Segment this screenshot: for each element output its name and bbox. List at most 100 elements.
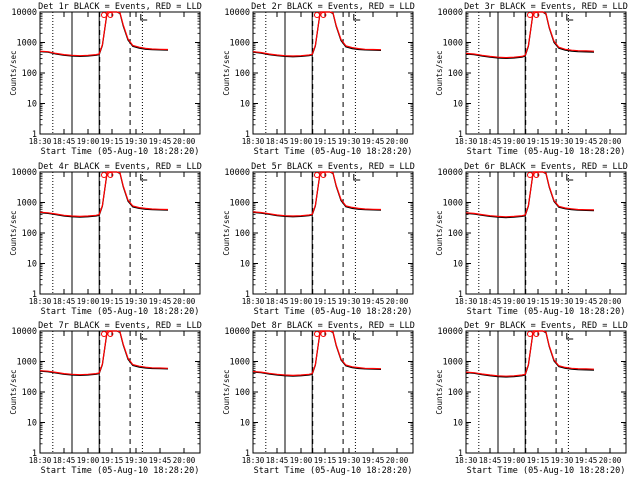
saturation-marker — [101, 12, 107, 18]
y-tick-label: 100 — [22, 69, 37, 79]
x-tick-label: 19:15 — [101, 297, 124, 306]
y-tick-label: 10 — [453, 419, 463, 429]
y-axis-label: Counts/sec — [9, 369, 18, 414]
x-tick-label: 19:30 — [551, 456, 574, 465]
corner-bracket — [140, 14, 148, 21]
x-tick-label: 20:00 — [386, 297, 409, 306]
panel-5: Det 5r BLACK = Events, RED = LLD 1 10 100 10… — [222, 162, 415, 317]
saturation-marker — [101, 331, 107, 337]
y-tick-label: 1 — [245, 290, 250, 300]
x-tick-label: 19:15 — [527, 456, 550, 465]
y-tick-label: 100 — [235, 69, 250, 79]
corner-bracket — [140, 333, 148, 340]
x-tick-label: 18:30 — [29, 456, 52, 465]
x-tick-label: 18:45 — [53, 297, 76, 306]
saturation-marker — [527, 12, 533, 18]
saturation-marker — [527, 331, 533, 337]
y-tick-label: 1 — [458, 130, 463, 140]
y-tick-label: 10 — [240, 100, 250, 110]
y-tick-label: 10000 — [11, 327, 37, 337]
x-tick-label: 19:00 — [77, 297, 100, 306]
corner-bracket — [566, 333, 574, 340]
y-tick-label: 100 — [235, 229, 250, 239]
x-tick-label: 19:45 — [362, 137, 385, 146]
x-tick-label: 18:30 — [242, 456, 265, 465]
plot-frame — [252, 171, 414, 295]
x-axis-label: Start Time (05-Aug-10 18:28:20) — [41, 307, 200, 317]
series-line-lld — [465, 330, 595, 377]
series-line-lld — [465, 171, 595, 218]
corner-bracket — [353, 174, 361, 181]
x-axis-label: Start Time (05-Aug-10 18:28:20) — [467, 307, 626, 317]
x-tick-label: 19:00 — [503, 137, 526, 146]
corner-bracket — [566, 174, 574, 181]
x-tick-label: 19:00 — [503, 456, 526, 465]
saturation-marker — [527, 172, 533, 178]
panel-3: Det 3r BLACK = Events, RED = LLD 1 10 100 10… — [435, 2, 628, 157]
x-axis-label: Start Time (05-Aug-10 18:28:20) — [467, 147, 626, 157]
panel-title: Det 9r BLACK = Events, RED = LLD — [464, 321, 628, 331]
saturation-marker — [314, 12, 320, 18]
series-line-lld — [39, 330, 169, 376]
plot-frame — [252, 330, 414, 454]
x-tick-label: 20:00 — [173, 297, 196, 306]
saturation-marker — [320, 172, 327, 178]
x-tick-label: 18:45 — [266, 297, 289, 306]
y-tick-label: 10 — [240, 260, 250, 270]
x-axis-label: Start Time (05-Aug-10 18:28:20) — [254, 147, 413, 157]
x-axis-label: Start Time (05-Aug-10 18:28:20) — [41, 147, 200, 157]
x-tick-label: 19:00 — [503, 297, 526, 306]
plot-frame — [39, 330, 201, 454]
y-tick-label: 10 — [27, 419, 37, 429]
saturation-marker — [320, 12, 327, 18]
series-line-lld — [252, 171, 382, 217]
x-tick-label: 19:45 — [575, 137, 598, 146]
saturation-marker — [107, 172, 114, 178]
x-tick-label: 19:15 — [314, 137, 337, 146]
y-tick-label: 100 — [22, 388, 37, 398]
series-line-lld — [252, 330, 382, 377]
x-tick-label: 19:00 — [77, 137, 100, 146]
x-tick-label: 20:00 — [386, 137, 409, 146]
plot-frame — [252, 11, 414, 135]
y-tick-label: 10000 — [437, 327, 463, 337]
x-tick-label: 20:00 — [599, 297, 622, 306]
x-tick-label: 19:45 — [149, 137, 172, 146]
saturation-marker — [314, 331, 320, 337]
panel-title: Det 7r BLACK = Events, RED = LLD — [38, 321, 202, 331]
y-axis-label: Counts/sec — [222, 210, 231, 255]
y-tick-label: 1 — [32, 449, 37, 459]
series-line-lld — [465, 11, 595, 59]
y-tick-label: 10 — [27, 100, 37, 110]
y-tick-label: 10000 — [437, 8, 463, 18]
x-tick-label: 19:30 — [125, 137, 148, 146]
x-tick-label: 18:30 — [455, 297, 478, 306]
y-tick-label: 100 — [448, 229, 463, 239]
y-tick-label: 10000 — [224, 168, 250, 178]
x-tick-label: 19:30 — [551, 137, 574, 146]
y-tick-label: 10 — [27, 260, 37, 270]
x-tick-label: 18:30 — [29, 297, 52, 306]
series-line-lld — [39, 11, 169, 57]
x-tick-label: 18:45 — [479, 297, 502, 306]
x-tick-label: 18:30 — [455, 137, 478, 146]
y-axis-label: Counts/sec — [435, 210, 444, 255]
x-tick-label: 20:00 — [599, 456, 622, 465]
y-tick-label: 100 — [448, 69, 463, 79]
y-tick-label: 10 — [240, 419, 250, 429]
panel-title: Det 4r BLACK = Events, RED = LLD — [38, 162, 202, 172]
x-tick-label: 20:00 — [173, 137, 196, 146]
y-tick-label: 100 — [235, 388, 250, 398]
y-tick-label: 1000 — [17, 39, 37, 49]
x-tick-label: 19:00 — [290, 297, 313, 306]
x-axis-label: Start Time (05-Aug-10 18:28:20) — [41, 466, 200, 476]
panel-7: Det 7r BLACK = Events, RED = LLD 1 10 100 10… — [9, 321, 202, 476]
y-tick-label: 1 — [245, 449, 250, 459]
x-tick-label: 19:15 — [314, 456, 337, 465]
y-tick-label: 10 — [453, 260, 463, 270]
panel-8: Det 8r BLACK = Events, RED = LLD 1 10 100 10… — [222, 321, 415, 476]
x-tick-label: 20:00 — [386, 456, 409, 465]
plot-frame — [465, 330, 627, 454]
corner-bracket — [566, 14, 574, 21]
